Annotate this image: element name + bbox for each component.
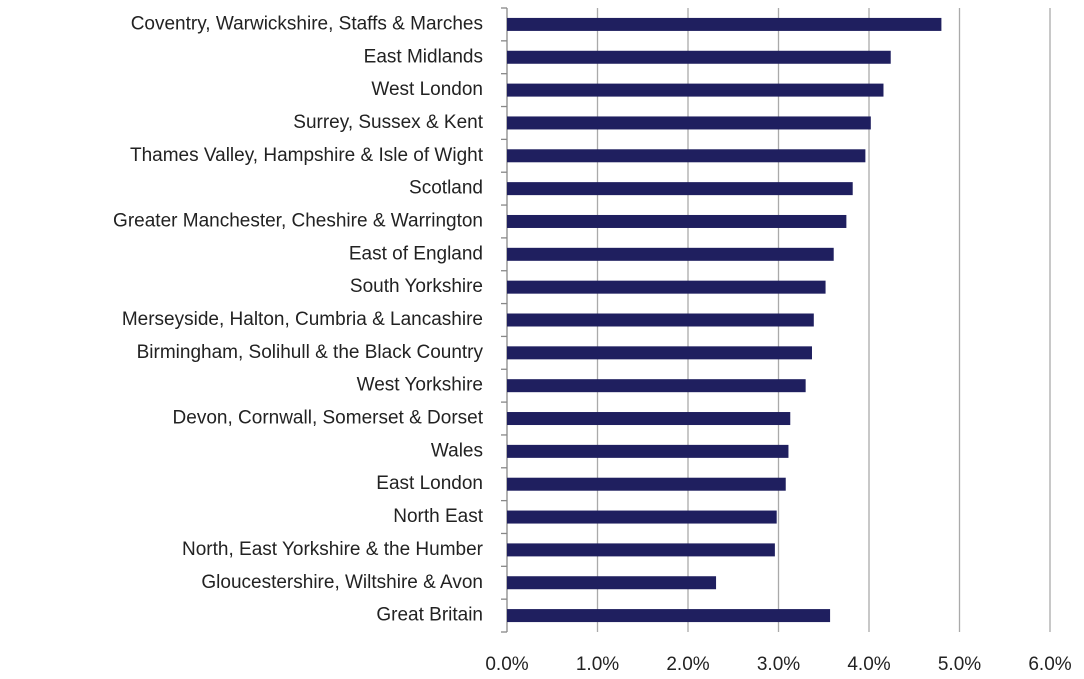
x-tick-label: 0.0% (485, 654, 528, 675)
bar (507, 609, 831, 623)
x-tick-label: 1.0% (576, 654, 619, 675)
y-tick-label: South Yorkshire (350, 276, 483, 297)
x-tick-label: 5.0% (938, 654, 981, 675)
bar (507, 444, 789, 458)
bar (507, 50, 891, 64)
bar (507, 379, 806, 393)
bar (507, 182, 853, 196)
x-tick-label: 2.0% (666, 654, 709, 675)
y-tick-label: Surrey, Sussex & Kent (293, 112, 483, 133)
bar (507, 83, 884, 97)
bar (507, 149, 866, 163)
bar (507, 346, 812, 360)
x-tick-label: 4.0% (847, 654, 890, 675)
bar (507, 214, 847, 228)
bar (507, 412, 791, 426)
y-tick-label: Wales (431, 440, 483, 461)
y-tick-label: Coventry, Warwickshire, Staffs & Marches (131, 13, 483, 34)
y-tick-label: North, East Yorkshire & the Humber (182, 539, 484, 560)
bar (507, 313, 814, 327)
bar (507, 510, 777, 524)
y-tick-label: East Midlands (364, 46, 483, 67)
y-tick-label: Merseyside, Halton, Cumbria & Lancashire (122, 309, 483, 330)
x-tick-label: 3.0% (757, 654, 800, 675)
bar (507, 280, 826, 294)
y-tick-label: Devon, Cornwall, Somerset & Dorset (173, 408, 484, 429)
y-tick-label: Greater Manchester, Cheshire & Warringto… (113, 210, 483, 231)
bar (507, 576, 717, 590)
bar (507, 477, 786, 491)
bar (507, 116, 871, 130)
y-tick-label: Scotland (409, 178, 483, 199)
bar (507, 17, 942, 31)
y-tick-label: West Yorkshire (357, 375, 483, 396)
y-tick-label: Birmingham, Solihull & the Black Country (137, 342, 484, 363)
y-tick-label: East of England (349, 243, 483, 264)
bar (507, 247, 834, 261)
y-tick-label: Great Britain (376, 605, 483, 626)
y-tick-label: Gloucestershire, Wiltshire & Avon (201, 572, 483, 593)
y-tick-label: West London (371, 79, 483, 100)
x-tick-label: 6.0% (1028, 654, 1071, 675)
y-tick-label: North East (393, 506, 483, 527)
y-tick-label: East London (376, 473, 483, 494)
y-tick-label: Thames Valley, Hampshire & Isle of Wight (130, 145, 484, 166)
bar (507, 543, 775, 557)
